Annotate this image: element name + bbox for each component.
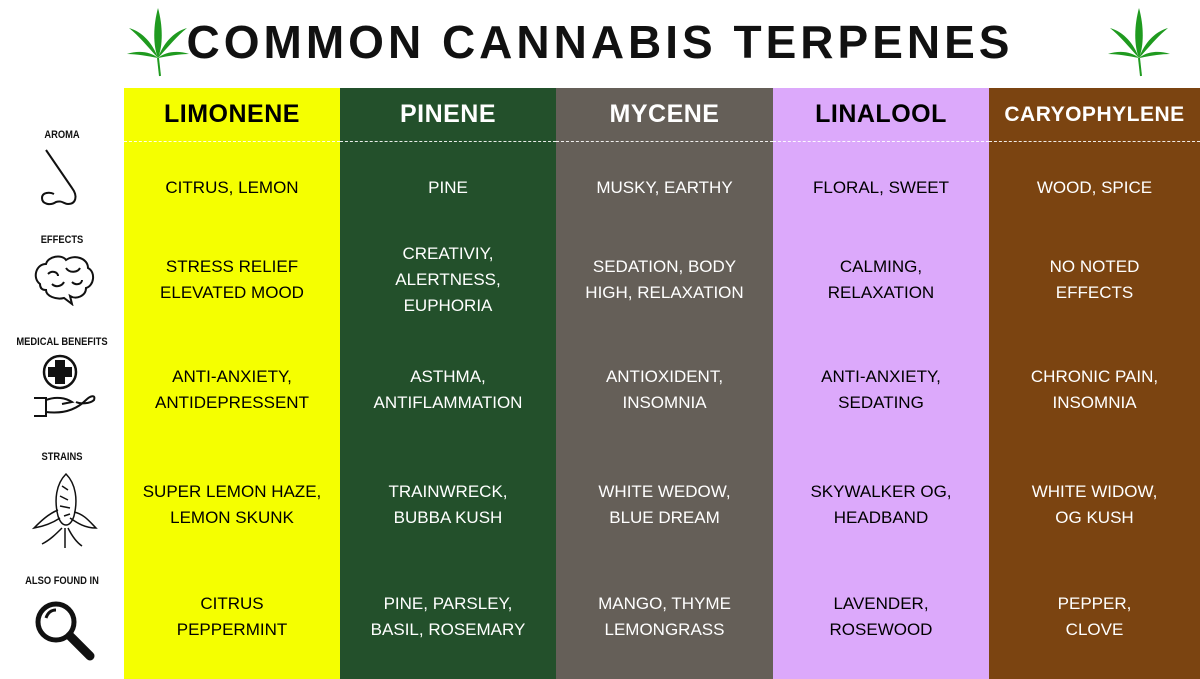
cell-also-found-in: PEPPER, CLOVE [1057,594,1132,639]
cell-aroma: MUSKY, EARTHY [596,178,733,197]
cell-effects: NO NOTED EFFECTS [1049,257,1140,302]
cell-strains: TRAINWRECK, BUBBA KUSH [388,482,508,527]
cell-aroma: WOOD, SPICE [1036,178,1153,197]
cell-medical-benefits: ANTI-ANXIETY, SEDATING [821,367,941,412]
row-label-also-found-in: ALSO FOUND IN [25,575,99,587]
cell-medical-benefits: ANTIOXIDENT, INSOMNIA [605,367,724,412]
row-label-effects: EFFECTS [40,234,84,246]
terpene-name: PINENE [340,88,556,142]
terpene-name: LIMONENE [124,88,340,142]
cell-also-found-in: CITRUS PEPPERMINT [176,594,288,639]
nose-icon [40,149,77,206]
cell-medical-benefits: CHRONIC PAIN, INSOMNIA [1030,367,1159,412]
cell-effects: CALMING, RELAXATION [827,257,935,302]
terpene-column-linalool: LINALOOL FLORAL, SWEET CALMING, RELAXATION… [773,88,989,679]
cell-effects: CREATIVIY, ALERTNESS, EUPHORIA [395,244,501,315]
cell-also-found-in: LAVENDER, ROSEWOOD [829,594,933,639]
cell-aroma: CITRUS, LEMON [165,178,299,197]
cell-aroma: PINE [428,178,468,197]
cannabis-bud-icon [32,472,98,548]
row-label-aroma: AROMA [44,129,80,141]
cannabis-leaf-icon [127,8,189,77]
magnifying-glass-icon [35,601,95,661]
cannabis-leaf-icon [1108,8,1170,77]
medical-cross-hand-icon [34,354,96,417]
cell-medical-benefits: ASTHMA, ANTIFLAMMATION [373,367,523,412]
cell-strains: SKYWALKER OG, HEADBAND [810,482,952,527]
page-title: COMMON CANNABIS TERPENES [186,16,1014,68]
cell-also-found-in: MANGO, THYME LEMONGRASS [598,594,731,639]
terpene-column-pinene: PINENE PINE CREATIVIY, ALERTNESS, EUPHORIA… [340,88,556,679]
cell-effects: SEDATION, BODY HIGH, RELAXATION [585,257,744,302]
terpene-name: MYCENE [556,88,773,142]
row-label-medical-benefits: MEDICAL BENEFITS [16,336,108,348]
cell-aroma: FLORAL, SWEET [812,178,950,197]
terpene-name: CARYOPHYLENE [989,88,1200,142]
cell-effects: STRESS RELIEF ELEVATED MOOD [160,257,304,302]
row-labels: AROMA EFFECTS MEDICAL BENEFITS STRAINS A… [0,88,124,679]
terpene-column-mycene: MYCENE MUSKY, EARTHY SEDATION, BODY HIGH, … [556,88,773,679]
cell-medical-benefits: ANTI-ANXIETY, ANTIDEPRESSENT [155,367,309,412]
cell-strains: SUPER LEMON HAZE, LEMON SKUNK [142,482,322,527]
terpene-column-caryophylene: CARYOPHYLENE WOOD, SPICE NO NOTED EFFECTS C… [989,88,1200,679]
terpene-column-limonene: LIMONENE CITRUS, LEMON STRESS RELIEF ELEVA… [124,88,340,679]
terpene-name: LINALOOL [773,88,989,142]
brain-icon [34,255,94,306]
cell-strains: WHITE WIDOW, OG KUSH [1031,482,1158,527]
cell-also-found-in: PINE, PARSLEY, BASIL, ROSEMARY [370,594,526,639]
row-label-strains: STRAINS [41,451,83,463]
cell-strains: WHITE WEDOW, BLUE DREAM [598,482,731,527]
